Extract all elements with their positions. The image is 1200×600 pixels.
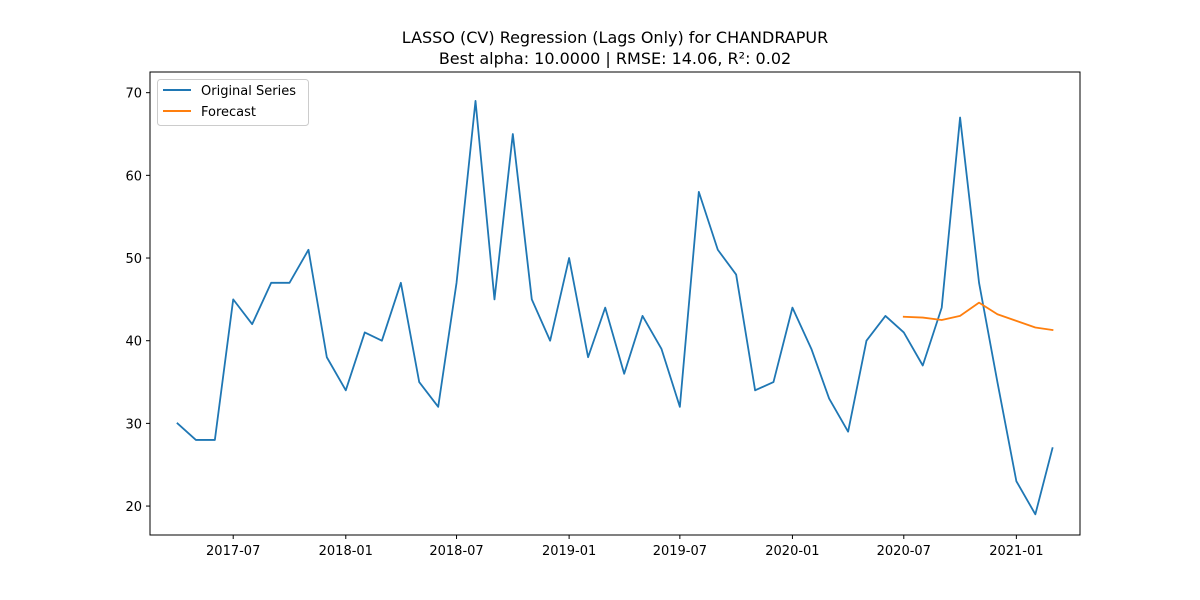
x-tick-label: 2017-07: [206, 544, 260, 559]
y-tick-label: 70: [125, 87, 142, 102]
x-tick-label: 2019-07: [653, 544, 707, 559]
x-axis: 2017-07 2018-01 2018-07 2019-01 2019-07 2020-…: [206, 535, 1044, 559]
y-tick-label: 50: [125, 252, 142, 267]
y-tick-label: 30: [125, 417, 142, 432]
x-tick-label: 2020-07: [877, 544, 931, 559]
y-tick-label: 20: [125, 500, 142, 515]
chart-title: LASSO (CV) Regression (Lags Only) for CH…: [402, 28, 828, 47]
legend-label-original: Original Series: [201, 84, 296, 99]
x-tick-label: 2021-01: [989, 544, 1043, 559]
x-tick-label: 2018-01: [319, 544, 373, 559]
x-tick-label: 2018-07: [429, 544, 483, 559]
x-tick-label: 2019-01: [542, 544, 596, 559]
chart-subtitle: Best alpha: 10.0000 | RMSE: 14.06, R²: 0…: [439, 49, 791, 68]
series-line-0: [176, 100, 1054, 516]
series-layer: [176, 100, 1054, 516]
y-tick-label: 40: [125, 335, 142, 350]
x-tick-label: 2020-01: [765, 544, 819, 559]
y-tick-label: 60: [125, 169, 142, 184]
legend-label-forecast: Forecast: [201, 105, 256, 120]
legend: Original Series Forecast: [157, 79, 309, 126]
legend-box: [157, 79, 309, 126]
y-axis: 20 30 40 50 60 70: [125, 87, 150, 515]
plot-frame: [149, 71, 1081, 536]
series-line-1: [902, 301, 1054, 331]
